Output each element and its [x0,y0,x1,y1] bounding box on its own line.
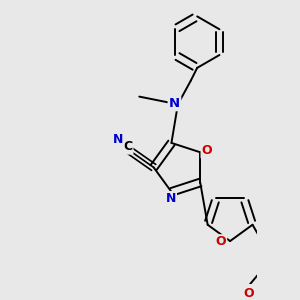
Text: C: C [123,140,132,153]
Text: N: N [113,134,123,146]
Text: N: N [169,97,180,110]
Text: N: N [165,192,176,205]
Text: O: O [202,145,212,158]
Text: O: O [215,236,226,248]
Text: O: O [243,287,254,300]
